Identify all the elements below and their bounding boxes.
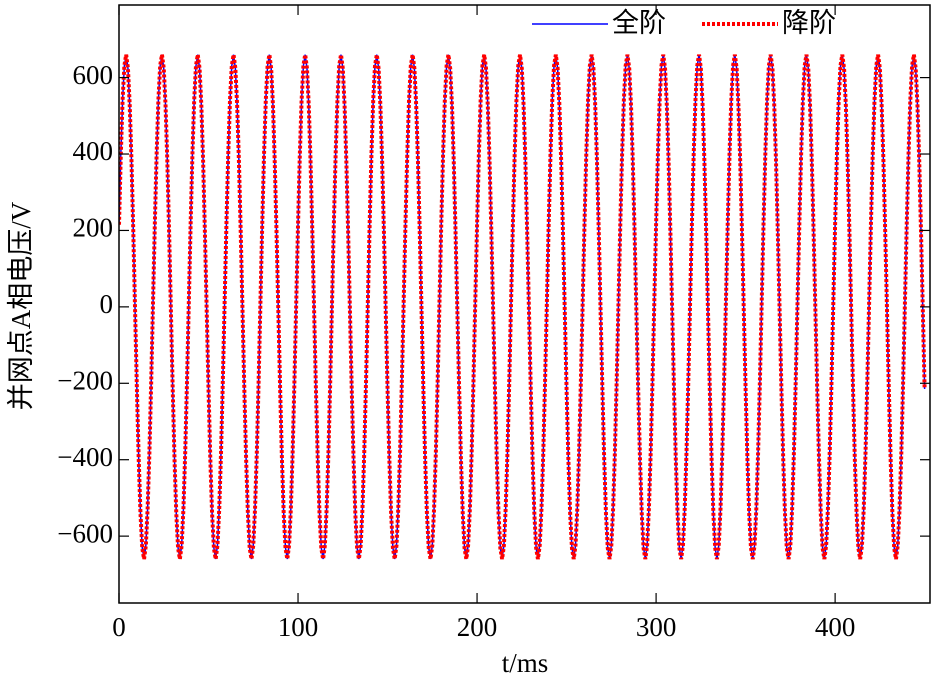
- plot-frame: [118, 4, 931, 604]
- x-axis-label: t/ms: [502, 648, 549, 678]
- legend-label: 降阶: [782, 8, 836, 38]
- y-tick-label: −400: [57, 442, 113, 472]
- x-tick-label: 400: [815, 612, 856, 642]
- y-tick-label: −600: [57, 518, 113, 548]
- x-tick-label: 200: [457, 612, 498, 642]
- legend-label: 全阶: [612, 8, 666, 38]
- y-tick-label: 400: [73, 136, 114, 166]
- line-series: [119, 54, 927, 560]
- x-tick-label: 0: [112, 612, 126, 642]
- x-tick-label: 300: [636, 612, 677, 642]
- y-tick-label: 200: [73, 213, 114, 243]
- y-tick-label: 600: [73, 60, 114, 90]
- y-axis-label: 并网点A相电压/V: [6, 201, 36, 410]
- y-tick-label: 0: [100, 289, 114, 319]
- y-tick-label: −200: [57, 365, 113, 395]
- x-tick-label: 100: [278, 612, 319, 642]
